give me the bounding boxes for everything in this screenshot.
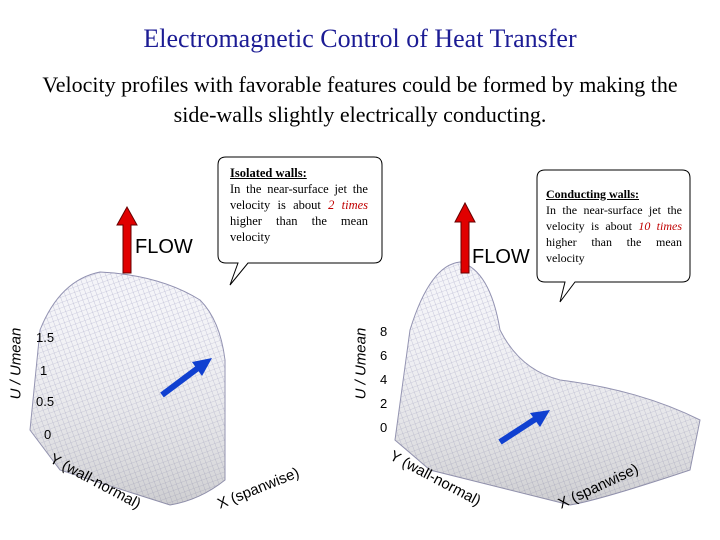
callout-bubble [217,156,383,286]
tick-label: 1.5 [36,330,55,345]
callout-text: Isolated walls: In the near-surface jet t… [230,165,368,245]
flow-arrow [454,201,476,274]
callout-body: In the near-surface jet the velocity is … [230,182,368,212]
velocity-arrow-head [530,410,550,427]
callout-body: In the near-surface jet the velocity is … [546,203,682,233]
callout-heading: Conducting walls: [546,187,640,201]
axis-label: U / Umean [7,327,25,400]
callout-body: higher than the mean velocity [546,235,682,265]
tick-label: 0 [380,420,388,435]
velocity-arrow-head [192,358,212,376]
velocity-arrow [498,415,539,445]
tick-label: 6 [380,348,388,363]
flow-arrow [116,205,138,274]
tick-label: 2 [380,396,388,411]
tick-label: 4 [380,372,388,387]
tick-label: 0.5 [36,394,55,409]
tick-label: 1 [40,363,48,378]
callout-emphasis: 10 times [638,219,682,233]
axis-label: U / Umean [352,327,370,400]
velocity-arrow [160,365,200,398]
callout-bubble [536,169,691,303]
tick-label: 8 [380,324,388,339]
callout-text: Conducting walls: In the near-surface jet… [546,186,682,266]
callout-heading: Isolated walls: [230,166,307,180]
flow-label: FLOW [135,236,193,258]
surface-shade [395,262,700,505]
flow-label: FLOW [472,246,530,268]
callout-emphasis: 2 times [328,198,369,212]
subtitle: Velocity profiles with favorable feature… [42,72,678,127]
title: Electromagnetic Control of Heat Transfer [143,24,577,53]
tick-label: 0 [44,427,52,442]
surface-shade [30,272,225,505]
callout-body: higher than the mean velocity [230,214,368,244]
